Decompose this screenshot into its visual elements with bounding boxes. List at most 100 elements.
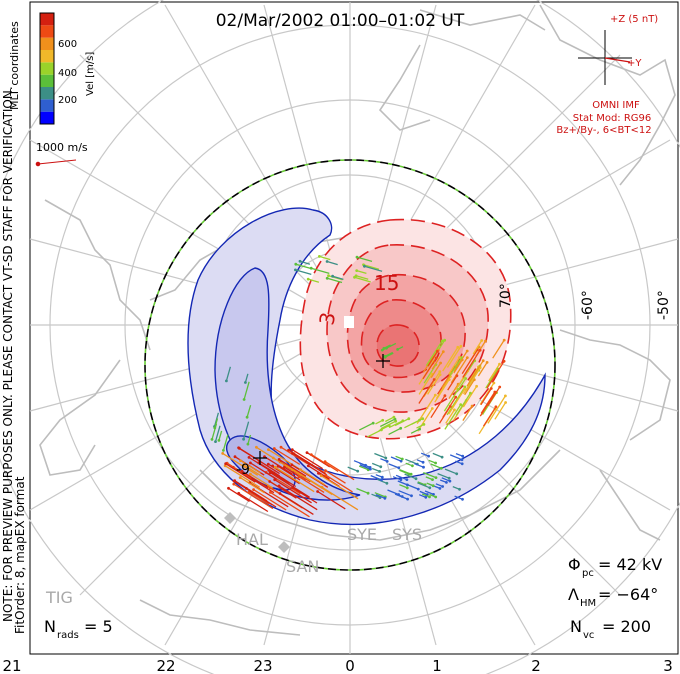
latitude-label-minus50: -50° (656, 290, 672, 320)
colorbar-segment (40, 74, 54, 87)
mlt-label-0: 0 (345, 657, 355, 674)
velocity-vector (353, 275, 371, 283)
velocity-vector (252, 488, 287, 511)
velocity-vector (404, 473, 418, 481)
colorbar-segment (40, 37, 54, 50)
velocity-vector (420, 452, 430, 458)
velocity-vector (380, 458, 389, 463)
velocity-vector (399, 469, 411, 476)
mlt-label-23: 23 (253, 657, 272, 674)
station-tig: TIG (45, 588, 73, 607)
velocity-vector (331, 274, 344, 281)
colorbar-segment (40, 13, 54, 26)
velocity-vector (410, 427, 421, 434)
velocity-vector (450, 356, 469, 384)
station-san: SAN (286, 557, 319, 576)
velocity-vector (247, 456, 286, 481)
velocity-vector (454, 495, 464, 501)
imf-condition: Bz+/By-, 6<BT<12 (556, 125, 651, 136)
contour-label-mask (344, 316, 354, 328)
velocity-vector (482, 405, 498, 427)
colorbar-segment (40, 111, 54, 124)
velocity-vector (432, 452, 444, 459)
nrads-subscript: rads (57, 630, 79, 641)
velocity-vector (443, 387, 460, 412)
velocity-vector (298, 259, 311, 265)
velocity-vector (245, 405, 252, 419)
velocity-vector (266, 462, 300, 485)
phi-symbol: Φ (568, 555, 581, 574)
velocity-vectors (210, 255, 507, 518)
velocity-vector (213, 418, 219, 430)
velocity-vector (445, 408, 456, 424)
velocity-vector (428, 459, 437, 465)
velocity-vector (325, 276, 343, 284)
velocity-vector (392, 476, 403, 482)
velocity-vector (442, 345, 460, 372)
velocity-vector (418, 378, 436, 404)
velocity-vector (430, 463, 443, 470)
velocity-vector (416, 423, 426, 429)
mlt-label-1: 1 (432, 657, 442, 674)
velocity-vector (319, 474, 359, 500)
velocity-vector (448, 356, 461, 375)
velocity-vector (376, 478, 389, 485)
velocity-vector (425, 476, 434, 481)
velocity-vector (299, 468, 326, 486)
colorbar-segment (40, 87, 54, 100)
velocity-vector (477, 361, 489, 377)
velocity-vector (417, 482, 432, 490)
velocity-vector (462, 348, 482, 378)
imf-plus-y-label: +Y (627, 58, 642, 69)
coordinates-label: MLT coordinates (8, 21, 21, 110)
hm-latitude: Λ HM = −64° (568, 585, 658, 609)
velocity-vector (441, 477, 452, 483)
velocity-vector (225, 366, 232, 383)
velocity-vector (324, 469, 346, 484)
velocity-vector (359, 421, 375, 431)
station-hal: HAL (236, 530, 268, 549)
velocity-vector (378, 424, 391, 432)
lambda-symbol: Λ (568, 585, 579, 604)
velocity-vector (423, 471, 438, 479)
lambda-subscript: HM (580, 598, 596, 609)
velocity-vector (462, 384, 478, 408)
colorbar-border (39, 12, 55, 125)
colorbar-segment (40, 50, 54, 63)
velocity-vector (444, 403, 463, 430)
velocity-vector (444, 468, 459, 476)
nvc-subscript: vc (583, 630, 594, 641)
velocity-vector (394, 493, 409, 501)
velocity-vector (239, 459, 261, 474)
velocity-vector (434, 378, 451, 403)
potential-min-marker (253, 451, 267, 465)
lambda-value: = −64° (598, 585, 658, 604)
colorbar-segment (40, 25, 54, 38)
velocity-vector (422, 356, 438, 380)
velocity-vector (374, 452, 388, 460)
colorbar-label: Vel [m/s] (85, 52, 96, 96)
velocity-vector (382, 344, 391, 350)
velocity-vector (395, 474, 409, 481)
mlt-axis: 21 22 23 0 1 2 3 (2, 657, 672, 674)
velocity-vector (291, 452, 328, 476)
velocity-vector (318, 255, 331, 261)
velocity-vector (277, 458, 307, 477)
velocity-vector (399, 484, 409, 490)
velocity-vector (472, 339, 484, 355)
contour-label-15: 15 (374, 271, 399, 295)
phi-value: = 42 kV (598, 555, 662, 574)
velocity-vector (370, 474, 383, 482)
velocity-vector (425, 339, 444, 366)
velocity-vector (363, 264, 383, 272)
contour-label-3: 3 (314, 310, 340, 327)
velocity-vector (449, 454, 464, 462)
velocity-vector (375, 493, 387, 500)
imf-model: Stat Mod: RG96 (573, 113, 652, 124)
velocity-vector (294, 268, 312, 276)
velocity-vector (394, 417, 411, 427)
colorbar-tick-600: 600 (58, 39, 77, 50)
velocity-vector (214, 425, 221, 443)
velocity-vector (438, 405, 452, 424)
